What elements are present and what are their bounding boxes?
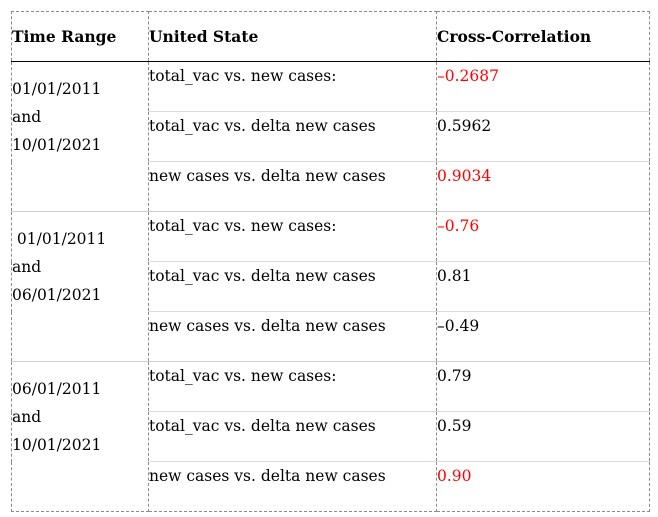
table-row: total_vac vs. delta new cases 0.59 [12, 411, 650, 462]
table-row: new cases vs. delta new cases 0.9034 [12, 161, 650, 212]
range-and: and [12, 108, 42, 126]
header-time-range: Time Range [11, 11, 149, 62]
header-united-state: United State [148, 11, 437, 62]
table-row: new cases vs. delta new cases –0.49 [12, 311, 650, 362]
pair-label: total_vac vs. delta new cases [148, 411, 437, 462]
correlation-table: Time Range United State Cross-Correlatio… [11, 11, 650, 512]
correlation-value: 0.79 [436, 361, 650, 412]
range-end: 10/01/2021 [12, 136, 102, 154]
table-row: total_vac vs. delta new cases 0.81 [12, 261, 650, 312]
header-cross-correlation: Cross-Correlation [436, 11, 650, 62]
table-row: total_vac vs. delta new cases 0.5962 [12, 111, 650, 162]
correlation-value: 0.9034 [436, 161, 650, 212]
pair-label: new cases vs. delta new cases [148, 311, 437, 362]
pair-label: total_vac vs. new cases: [148, 361, 437, 412]
range-start: 06/01/2011 [12, 380, 102, 398]
time-range-cell: 01/01/2011 and 10/01/2021 [11, 61, 149, 212]
table-row: 01/01/2011 and 06/01/2021 total_vac vs. … [11, 211, 650, 362]
table-row: 01/01/2011 and 10/01/2021 total_vac vs. … [11, 61, 650, 212]
correlation-value: –0.76 [436, 211, 650, 262]
range-start: 01/01/2011 [12, 230, 107, 248]
header-row: Time Range United State Cross-Correlatio… [11, 11, 650, 62]
correlation-value: 0.90 [436, 461, 650, 512]
correlation-value: 0.5962 [436, 111, 650, 162]
time-range-cell: 06/01/2011 and 10/01/2021 [11, 361, 149, 512]
pair-label: total_vac vs. new cases: [148, 61, 437, 112]
pair-label: total_vac vs. delta new cases [148, 111, 437, 162]
correlation-value: 0.81 [436, 261, 650, 312]
correlation-value: 0.59 [436, 411, 650, 462]
pair-label: total_vac vs. delta new cases [148, 261, 437, 312]
pair-label: total_vac vs. new cases: [148, 211, 437, 262]
range-end: 10/01/2021 [12, 436, 102, 454]
table-row: new cases vs. delta new cases 0.90 [12, 461, 650, 512]
correlation-value: –0.49 [436, 311, 650, 362]
range-and: and [12, 408, 42, 426]
table-row: 06/01/2011 and 10/01/2021 total_vac vs. … [11, 361, 650, 512]
time-range-cell: 01/01/2011 and 06/01/2021 [11, 211, 149, 362]
range-start: 01/01/2011 [12, 80, 102, 98]
pair-label: new cases vs. delta new cases [148, 461, 437, 512]
range-and: and [12, 258, 42, 276]
correlation-value: –0.2687 [436, 61, 650, 112]
range-end: 06/01/2021 [12, 286, 102, 304]
pair-label: new cases vs. delta new cases [148, 161, 437, 212]
